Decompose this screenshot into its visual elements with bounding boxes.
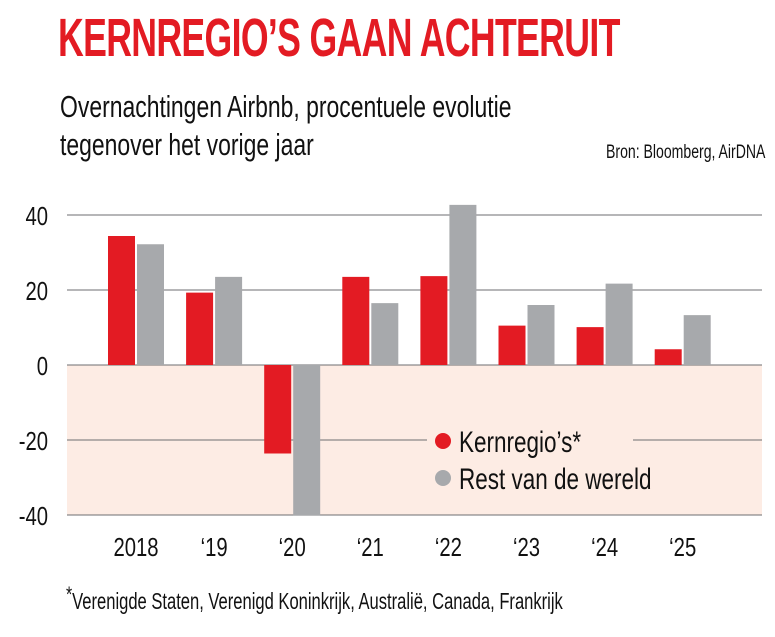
y-tick-label: 20 [25, 277, 48, 306]
bar-kernregios [420, 276, 448, 365]
x-axis-ticks: 2018 ‘19 ‘20 ‘21 ‘22 ‘23 ‘24 ‘25 [113, 533, 696, 562]
bar-kernregios [264, 365, 292, 454]
footnote-marker: * [66, 582, 73, 607]
bar-kernregios [108, 236, 135, 365]
y-tick-label: -40 [19, 502, 48, 531]
y-tick-label: -20 [19, 427, 48, 456]
footnote: *Verenigde Staten, Verenigd Koninkrijk, … [66, 582, 563, 615]
source-note: Bron: Bloomberg, AirDNA [605, 142, 765, 163]
legend-swatch-kernregios [435, 433, 451, 449]
bar-rest-van-de-wereld [527, 305, 555, 365]
bar-rest-van-de-wereld [215, 276, 243, 365]
x-tick-label: ‘24 [591, 533, 618, 562]
x-tick-label: ‘20 [279, 533, 306, 562]
legend-background [427, 427, 633, 453]
chart-title: KERNREGIO’S GAAN ACHTERUIT [58, 8, 620, 68]
bars [108, 204, 711, 516]
bar-kernregios [654, 349, 682, 365]
x-tick-label: ‘19 [201, 533, 228, 562]
y-tick-label: 0 [37, 352, 48, 381]
legend-swatch-rest [435, 470, 451, 486]
x-tick-label: ‘23 [513, 533, 540, 562]
subtitle-line-2: tegenover het vorige jaar [60, 127, 314, 162]
bar-rest-van-de-wereld [371, 303, 399, 365]
legend-label: Kernregio’s* [459, 425, 581, 459]
chart-subtitle: Overnachtingen Airbnb, procentuele evolu… [60, 88, 511, 164]
bar-rest-van-de-wereld [293, 365, 321, 516]
bar-rest-van-de-wereld [605, 283, 633, 365]
x-tick-label: ‘21 [357, 533, 384, 562]
y-axis-ticks: 40 20 0 -20 -40 [19, 202, 48, 531]
bar-rest-van-de-wereld [683, 315, 711, 365]
footnote-text: Verenigde Staten, Verenigd Koninkrijk, A… [72, 588, 563, 614]
subtitle-line-1: Overnachtingen Airbnb, procentuele evolu… [60, 89, 512, 124]
legend-label: Rest van de wereld [459, 462, 651, 496]
x-tick-label: 2018 [113, 533, 158, 562]
bar-kernregios [186, 292, 214, 365]
bar-kernregios [498, 325, 526, 365]
bar-kernregios [576, 327, 604, 365]
y-tick-label: 40 [25, 202, 48, 231]
x-tick-label: ‘22 [435, 533, 462, 562]
bar-kernregios [342, 276, 370, 365]
bar-rest-van-de-wereld [137, 244, 164, 365]
x-tick-label: ‘25 [669, 533, 696, 562]
legend: Kernregio’s*Rest van de wereld [427, 425, 651, 496]
gridlines [67, 214, 762, 516]
bar-rest-van-de-wereld [449, 204, 477, 365]
